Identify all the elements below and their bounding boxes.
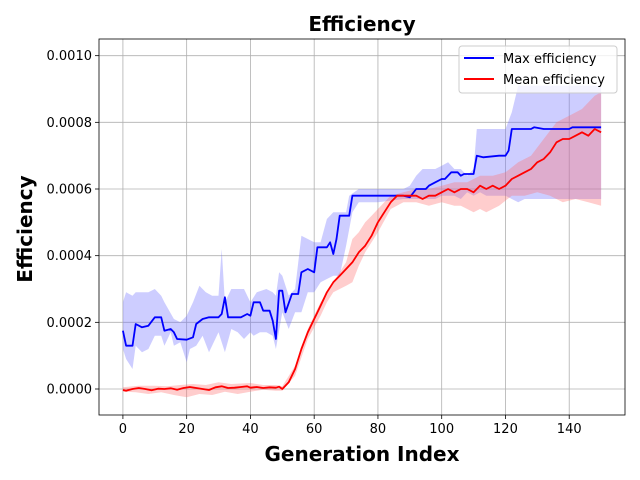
y-tick-label: 0.0000 <box>47 383 93 398</box>
series-lines <box>122 126 602 392</box>
y-tick-label: 0.0006 <box>47 183 93 198</box>
y-tick-label: 0.0010 <box>47 49 93 64</box>
plot-area-frame <box>98 38 626 416</box>
x-tick-label: 0 <box>119 422 127 437</box>
x-tick-label: 140 <box>557 422 582 437</box>
y-tick-label: 0.0004 <box>47 249 93 264</box>
y-axis: 0.0000 0.0002 0.0004 0.0006 0.0008 0.0010 <box>47 49 99 398</box>
grid <box>99 39 625 415</box>
mean-efficiency-band <box>122 92 602 398</box>
y-tick-label: 0.0002 <box>47 316 93 331</box>
x-tick-label: 120 <box>493 422 518 437</box>
y-tick-label: 0.0008 <box>47 116 93 131</box>
x-tick-label: 60 <box>306 422 323 437</box>
legend-label-max: Max efficiency <box>503 52 597 67</box>
chart-title: Efficiency <box>308 12 415 36</box>
mean-efficiency-line <box>122 128 602 392</box>
x-tick-label: 40 <box>242 422 259 437</box>
x-tick-label: 20 <box>178 422 195 437</box>
legend-box <box>458 45 618 94</box>
x-tick-label: 80 <box>370 422 387 437</box>
legend-label-mean: Mean efficiency <box>503 73 605 88</box>
x-tick-label: 100 <box>429 422 454 437</box>
y-axis-label: Efficiency <box>13 175 37 282</box>
max-efficiency-line <box>122 126 602 347</box>
x-axis-label: Generation Index <box>265 442 460 466</box>
x-axis: 0 20 40 60 80 100 120 140 <box>119 415 582 437</box>
legend: Max efficiency Mean efficiency <box>458 45 618 94</box>
